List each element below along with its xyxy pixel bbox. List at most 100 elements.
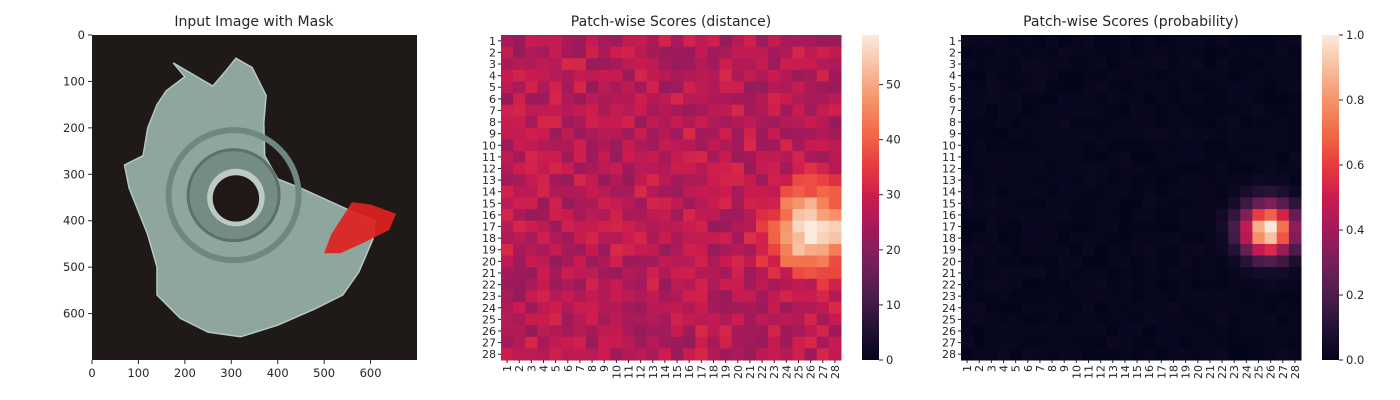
- heatmap-cell: [658, 255, 672, 268]
- heatmap-cell: [719, 255, 733, 268]
- heatmap-cell: [1203, 290, 1217, 303]
- heatmap-cell: [1216, 243, 1229, 257]
- heatmap-cell: [1288, 139, 1302, 152]
- heatmap-cell: [622, 151, 636, 164]
- heatmap-cell: [610, 325, 623, 338]
- heatmap-cell: [671, 232, 684, 245]
- heatmap-cell: [1094, 267, 1108, 280]
- heatmap-cell: [1252, 255, 1266, 268]
- heatmap-cell: [731, 116, 745, 129]
- heatmap-cell: [658, 58, 672, 71]
- heatmap-cell: [792, 81, 806, 94]
- heatmap-cell: [816, 243, 830, 257]
- colorbar-tick-label: 50: [886, 78, 901, 92]
- heatmap-cell: [586, 35, 599, 48]
- y-tick-label: 500: [63, 260, 85, 274]
- heatmap-cell: [792, 174, 806, 187]
- heatmap-cell: [1143, 301, 1156, 315]
- heatmap-cell: [1082, 104, 1096, 117]
- heatmap-cell: [792, 209, 806, 222]
- heatmap-cell: [719, 151, 733, 164]
- heatmap-cell: [1058, 185, 1071, 198]
- heatmap-cell: [695, 336, 708, 349]
- heatmap-cell: [804, 46, 818, 59]
- heatmap-cell: [586, 58, 599, 71]
- heatmap-cell: [792, 232, 806, 245]
- heatmap-cell: [804, 185, 818, 198]
- heatmap-cell: [1228, 93, 1241, 106]
- heatmap-cell: [1070, 162, 1083, 175]
- heatmap-cell: [707, 267, 721, 280]
- heatmap-cell: [586, 267, 599, 280]
- heatmap-cell: [525, 139, 538, 152]
- heatmap-cell: [1264, 185, 1278, 198]
- heatmap-cell: [658, 174, 672, 187]
- heatmap-cell: [1106, 209, 1120, 222]
- heatmap-cell: [1009, 243, 1023, 257]
- heatmap-cell: [549, 220, 563, 233]
- heatmap-cell: [671, 58, 684, 71]
- heatmap-cell: [622, 267, 636, 280]
- heatmap-cell: [1155, 93, 1168, 106]
- heatmap-cell: [573, 104, 587, 117]
- heatmap-cell: [707, 93, 721, 106]
- heatmap-cell: [1058, 139, 1071, 152]
- heatmap-cell: [671, 278, 684, 291]
- heatmap-cell: [1264, 174, 1278, 187]
- heatmap-cell: [1131, 232, 1144, 245]
- row-tick-label: 14: [482, 186, 496, 199]
- heatmap-cell: [1106, 301, 1120, 315]
- heatmap-cell: [1276, 151, 1290, 164]
- heatmap-cell: [1033, 127, 1047, 140]
- row-tick-label: 25: [482, 313, 496, 326]
- heatmap-cell: [573, 35, 587, 48]
- heatmap-cell: [610, 209, 623, 222]
- heatmap-cell: [658, 220, 672, 233]
- heatmap-cell: [792, 46, 806, 59]
- heatmap-cell: [816, 232, 830, 245]
- heatmap-cell: [743, 278, 757, 291]
- heatmap-cell: [549, 313, 563, 326]
- heatmap-cell: [1228, 127, 1241, 140]
- heatmap-cell: [561, 301, 575, 315]
- heatmap-cell: [731, 336, 745, 349]
- heatmap-cell: [1106, 139, 1120, 152]
- heatmap-cell: [1143, 255, 1156, 268]
- col-tick-label: 7: [1034, 365, 1047, 372]
- heatmap-cell: [501, 185, 514, 198]
- heatmap-cell: [1288, 278, 1302, 291]
- heatmap-cell: [549, 243, 563, 257]
- heatmap-cell: [561, 325, 575, 338]
- nut-outer-ring: [165, 127, 302, 264]
- heatmap-cell: [1203, 220, 1217, 233]
- heatmap-cell: [792, 104, 806, 117]
- heatmap-cell: [743, 58, 757, 71]
- heatmap-cell: [1252, 174, 1266, 187]
- heatmap-cell: [756, 348, 769, 361]
- heatmap-cell: [719, 267, 733, 280]
- nut-bore-hole: [212, 175, 260, 222]
- heatmap-cell: [646, 336, 660, 349]
- col-tick-label: 8: [586, 365, 599, 372]
- heatmap-cell: [695, 162, 708, 175]
- heatmap-cell: [828, 313, 842, 326]
- heatmap-cell: [573, 93, 587, 106]
- heatmap-cell: [1046, 58, 1059, 71]
- heatmap-cell: [513, 46, 526, 59]
- heatmap-cell: [1058, 69, 1071, 82]
- heatmap-cell: [622, 81, 636, 94]
- heatmap-cell: [1228, 81, 1241, 94]
- heatmap-cell: [573, 232, 587, 245]
- heatmap-cell: [513, 243, 526, 257]
- heatmap-cell: [1264, 69, 1278, 82]
- heatmap-cell: [985, 313, 998, 326]
- heatmap-cell: [1203, 185, 1217, 198]
- heatmap-cell: [1264, 104, 1278, 117]
- heatmap-cell: [1264, 290, 1278, 303]
- y-tick-label: 0: [78, 28, 85, 42]
- heatmap-cell: [561, 267, 575, 280]
- heatmap-cell: [622, 93, 636, 106]
- heatmap-cell: [1143, 336, 1156, 349]
- heatmap-cell: [501, 301, 514, 315]
- heatmap-cell: [561, 313, 575, 326]
